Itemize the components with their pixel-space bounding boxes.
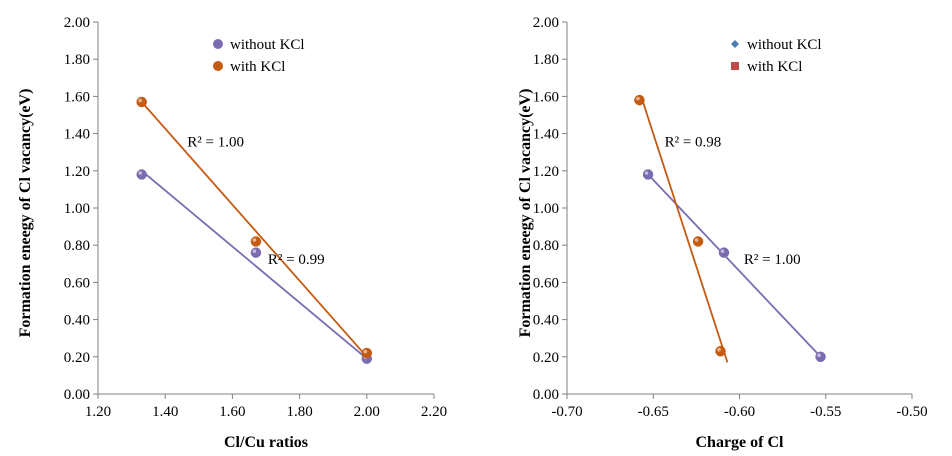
y-tick-label: 1.80: [533, 52, 559, 68]
legend-label: with KCl: [230, 59, 285, 75]
x-tick-label: 2.00: [354, 404, 380, 420]
y-tick-label: 1.40: [64, 127, 90, 143]
y-tick-label: 2.00: [533, 15, 559, 31]
y-tick-label: 1.60: [64, 89, 90, 105]
data-point-series-0: [718, 247, 730, 258]
y-tick-label: 0.00: [64, 387, 90, 403]
data-point-series-1: [634, 94, 645, 106]
y-tick-label: 2.00: [64, 15, 90, 31]
data-point-highlight: [252, 238, 257, 242]
data-point-highlight: [138, 171, 142, 175]
y-axis-title: Formation eneegy of Cl vacancy(eV): [517, 89, 534, 338]
chart-left-cl-cu-ratio: 0.00 0.20 0.40 0.60 0.80 1.00 1.20 1.40 1.60 1.80…: [17, 15, 447, 451]
x-tick-label: -0.70: [551, 404, 582, 420]
r-squared-annotation: R² = 0.98: [665, 135, 722, 151]
y-axis-title: Formation eneegy of Cl vacancy(eV): [17, 89, 34, 338]
x-tick-label: 1.20: [85, 404, 111, 420]
y-tick-label: 1.60: [533, 89, 559, 105]
r-squared-annotation: R² = 1.00: [187, 135, 244, 151]
data-point-highlight: [717, 347, 721, 352]
data-point-series-0: [642, 169, 654, 180]
x-tick-label: -0.60: [724, 404, 755, 420]
data-point-series-1: [715, 345, 726, 357]
trendline-series-0: [141, 170, 368, 360]
y-tick-label: 1.40: [533, 127, 559, 143]
data-point-series-0: [136, 169, 147, 180]
data-point-highlight: [817, 353, 821, 358]
x-tick-label: -0.50: [896, 404, 927, 420]
x-tick-label: 1.60: [219, 404, 245, 420]
y-tick-label: 0.60: [533, 275, 559, 291]
x-tick-label: -0.55: [810, 404, 841, 420]
legend-marker-diamond: [731, 40, 739, 48]
y-tick-label: 0.20: [533, 350, 559, 366]
r-squared-annotation: R² = 0.99: [268, 252, 325, 268]
y-tick-label: 0.40: [64, 313, 90, 329]
x-axis-title: Cl/Cu ratios: [224, 434, 308, 451]
data-point-series-1: [361, 347, 373, 359]
data-point-highlight: [644, 171, 649, 175]
y-tick-label: 1.20: [64, 164, 90, 180]
y-tick-label: 0.20: [64, 350, 90, 366]
y-tick-label: 1.80: [64, 52, 90, 68]
data-point-highlight: [363, 349, 368, 354]
data-point-series-1: [136, 96, 147, 108]
data-point-highlight: [694, 238, 699, 242]
y-tick-label: 0.40: [533, 313, 559, 329]
data-point-highlight: [636, 96, 640, 101]
y-tick-label: 1.00: [64, 201, 90, 217]
data-point-series-0: [815, 351, 826, 363]
y-tick-label: 0.80: [64, 238, 90, 254]
legend-label: without KCl: [747, 37, 822, 53]
legend-label: with KCl: [747, 59, 802, 75]
data-point-highlight: [138, 98, 142, 103]
trendline-series-1: [640, 96, 729, 363]
y-tick-label: 1.00: [533, 201, 559, 217]
trendline-series-0: [643, 170, 822, 358]
data-point-series-0: [250, 247, 262, 258]
chart-right-charge-of-cl: 0.00 0.20 0.40 0.60 0.80 1.00 1.20 1.40 1.60 1.80…: [517, 15, 928, 451]
y-tick-label: 0.00: [533, 387, 559, 403]
y-tick-label: 0.80: [533, 238, 559, 254]
data-point-highlight: [252, 249, 257, 253]
x-tick-label: 2.20: [421, 404, 447, 420]
x-axis-title: Charge of Cl: [696, 434, 785, 451]
x-tick-label: -0.65: [638, 404, 669, 420]
legend-label: without KCl: [230, 37, 305, 53]
r-squared-annotation: R² = 1.00: [744, 252, 801, 268]
y-tick-label: 1.20: [533, 164, 559, 180]
data-point-series-1: [250, 236, 262, 247]
data-point-highlight: [720, 249, 725, 253]
legend-marker-square: [731, 62, 739, 70]
y-tick-label: 0.60: [64, 275, 90, 291]
data-point-series-1: [692, 236, 704, 247]
x-tick-label: 1.40: [152, 404, 178, 420]
legend-marker-circle: [213, 39, 223, 49]
trendline-series-1: [141, 101, 368, 358]
x-tick-label: 1.80: [286, 404, 312, 420]
legend-marker-circle: [213, 61, 223, 71]
